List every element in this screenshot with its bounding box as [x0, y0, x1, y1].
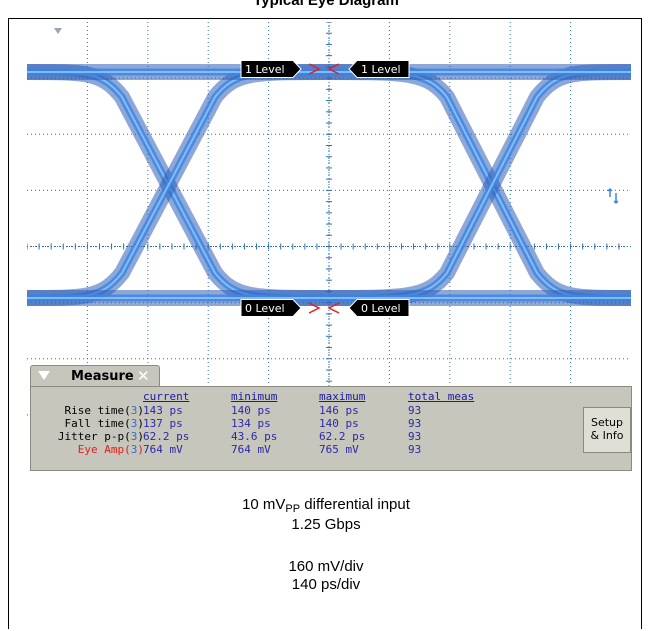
measure-row-label: Fall time(3)	[64, 417, 144, 430]
measure-row-label: Jitter p-p(3)	[57, 430, 144, 443]
one-level-left-label: 1 Level	[245, 63, 285, 76]
measure-cell: 140 ps	[319, 417, 359, 430]
measure-tab-label: Measure	[71, 369, 134, 384]
setup-line1: Setup	[590, 416, 624, 429]
measure-row-label: Rise time(3)	[64, 404, 144, 417]
eye-trace	[326, 68, 631, 302]
trigger-marker-icon	[54, 28, 62, 34]
header-current: current	[143, 390, 190, 403]
measure-cell: 143 ps	[143, 404, 183, 417]
eye-trace-core	[326, 71, 631, 299]
measure-tab[interactable]: Measure ✕	[30, 365, 160, 387]
measure-cell: 62.2 ps	[319, 430, 366, 443]
header-total-meas: total meas	[408, 390, 475, 403]
zero-level-left-label-badge	[240, 299, 302, 317]
measure-cell: 764 mV	[231, 443, 271, 456]
setup-line2: & Info	[590, 429, 624, 442]
measure-cell: 62.2 ps	[143, 430, 190, 443]
cursor-marker-icon	[308, 63, 321, 75]
eye-trace-halo	[326, 64, 631, 306]
caption-input-sub: PP	[285, 503, 301, 515]
one-level-right-label: 1 Level	[361, 63, 401, 76]
caption-input: 10 mVPP differential input	[0, 496, 652, 515]
eye-diagram-plot: 1 Level 1 Level 0 Level 0 Level	[27, 22, 631, 471]
measure-cell: 764 mV	[143, 443, 183, 456]
measure-cell: 134 ps	[231, 417, 271, 430]
zero-level-left-label: 0 Level	[245, 302, 285, 315]
eye-trace-halo	[326, 64, 631, 306]
eye-trace	[326, 68, 631, 302]
measure-row-label: Eye Amp(3)	[77, 443, 144, 456]
header-minimum: minimum	[231, 390, 278, 403]
cursor-marker-icon	[327, 302, 340, 314]
measure-cell: 93	[408, 443, 422, 456]
caption-input-prefix: 10 mV	[242, 496, 286, 513]
measure-table: current minimum maximum total meas Rise …	[30, 386, 632, 471]
collapse-triangle-icon[interactable]	[38, 371, 50, 380]
measure-panel: Measure ✕ current minimum maximum total …	[30, 365, 632, 471]
caption-vdiv: 160 mV/div	[288, 558, 364, 575]
measure-cell: 93	[408, 417, 422, 430]
measure-cell: 93	[408, 430, 422, 443]
figure-frame	[8, 18, 642, 629]
channel-offset-arrow-icon[interactable]	[607, 187, 621, 205]
measure-cell: 140 ps	[231, 404, 271, 417]
one-level-left-label-badge	[240, 60, 302, 78]
measure-cell: 93	[408, 404, 422, 417]
page-title: Typical Eye Diagram	[253, 0, 399, 9]
cursor-marker-icon	[308, 302, 321, 314]
eye-trace-core	[326, 71, 631, 299]
measure-cell: 765 mV	[319, 443, 359, 456]
one-level-right-label-badge	[348, 60, 410, 78]
caption-input-suffix: differential input	[300, 496, 410, 513]
header-maximum: maximum	[319, 390, 366, 403]
measure-cell: 43.6 ps	[231, 430, 278, 443]
caption-tdiv: 140 ps/div	[291, 576, 361, 593]
cursor-marker-icon	[327, 63, 340, 75]
zero-level-right-label-badge	[348, 299, 410, 317]
eye-trace-halo	[27, 64, 328, 306]
measure-cell: 146 ps	[319, 404, 359, 417]
caption-rate: 1.25 Gbps	[291, 516, 361, 533]
measure-cell: 137 ps	[143, 417, 183, 430]
zero-level-right-label: 0 Level	[361, 302, 401, 315]
setup-info-button[interactable]: Setup & Info	[583, 407, 631, 453]
close-icon[interactable]: ✕	[137, 368, 150, 385]
